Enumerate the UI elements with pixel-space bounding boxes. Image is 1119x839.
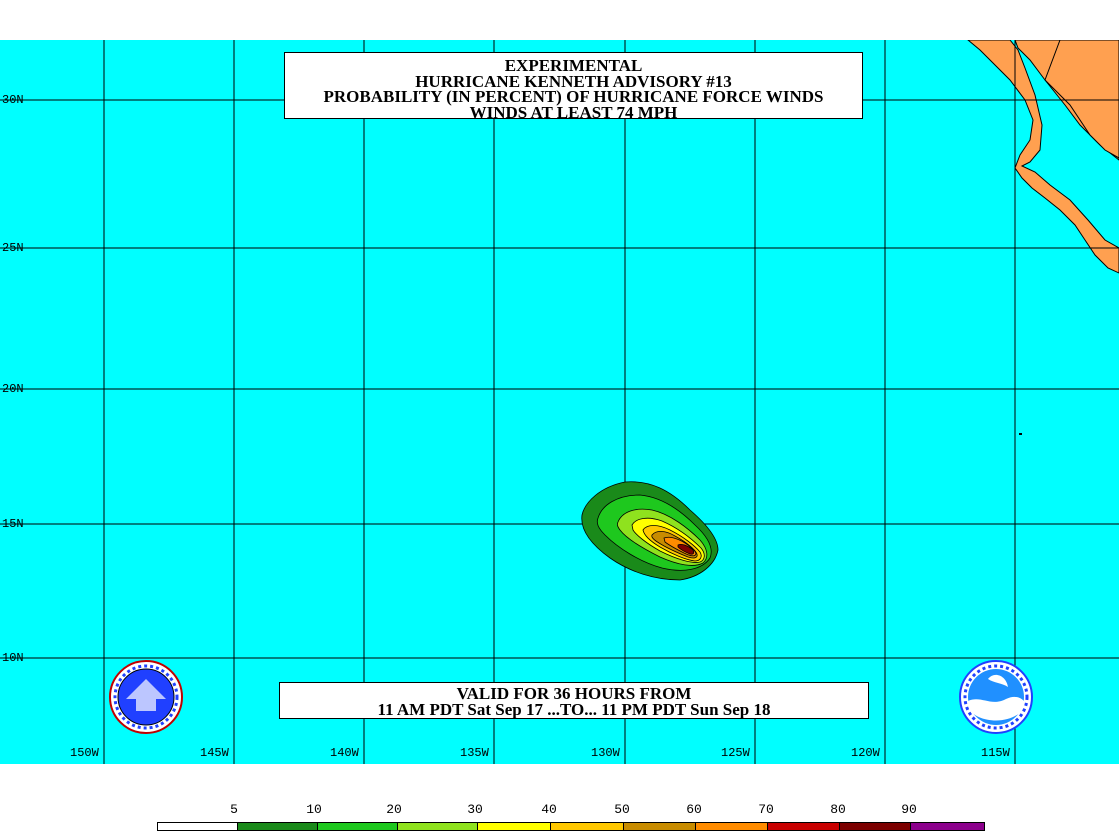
- valid-period-box: VALID FOR 36 HOURS FROM 11 AM PDT Sat Se…: [279, 682, 869, 719]
- land-gulf-coast: [1044, 40, 1119, 159]
- noaa-logo: [959, 660, 1033, 734]
- valid-line-1: VALID FOR 36 HOURS FROM: [456, 684, 692, 703]
- legend-swatch: [318, 823, 398, 830]
- legend-swatch: [398, 823, 478, 830]
- lat-label: 25N: [2, 241, 24, 255]
- legend-swatch: [624, 823, 696, 830]
- island: [1019, 433, 1022, 435]
- lon-label: 125W: [721, 746, 750, 760]
- lat-label: 20N: [2, 382, 24, 396]
- legend-swatch: [158, 823, 238, 830]
- lon-label: 145W: [200, 746, 229, 760]
- legend-label: 50: [614, 802, 630, 817]
- legend-swatch: [840, 823, 911, 830]
- lon-label: 150W: [70, 746, 99, 760]
- legend-label: 30: [467, 802, 483, 817]
- legend-label: 40: [541, 802, 557, 817]
- lon-label: 135W: [460, 746, 489, 760]
- legend-swatch: [696, 823, 768, 830]
- probability-map: [0, 40, 1119, 764]
- title-line-3: PROBABILITY (IN PERCENT) OF HURRICANE FO…: [323, 87, 824, 106]
- contour-80: [677, 543, 695, 555]
- land-baja: [967, 40, 1119, 274]
- title-line-2: HURRICANE KENNETH ADVISORY #13: [415, 71, 732, 91]
- probability-contours: [581, 481, 719, 581]
- title-line-4: WINDS AT LEAST 74 MPH: [469, 102, 678, 122]
- lon-label: 115W: [981, 746, 1010, 760]
- legend-label: 20: [386, 802, 402, 817]
- title-line-1: EXPERIMENTAL: [504, 56, 643, 75]
- lat-label: 30N: [2, 93, 24, 107]
- legend-label: 80: [830, 802, 846, 817]
- legend-swatch: [478, 823, 551, 830]
- legend-label: 70: [758, 802, 774, 817]
- ocean: [0, 40, 1119, 764]
- legend-swatch: [551, 823, 624, 830]
- legend-label: 5: [230, 802, 238, 817]
- legend-label: 60: [686, 802, 702, 817]
- legend-label: 10: [306, 802, 322, 817]
- lon-label: 140W: [330, 746, 359, 760]
- legend-label: 90: [901, 802, 917, 817]
- legend-swatch: [911, 823, 984, 830]
- legend-swatch: [768, 823, 840, 830]
- lon-label: 130W: [591, 746, 620, 760]
- title-box: EXPERIMENTAL HURRICANE KENNETH ADVISORY …: [284, 52, 863, 122]
- lat-label: 10N: [2, 651, 24, 665]
- nws-logo: [109, 660, 183, 734]
- legend-color-bar: [157, 822, 985, 831]
- valid-line-2: 11 AM PDT Sat Sep 17 ...TO... 11 PM PDT …: [377, 700, 771, 719]
- map-frame: [0, 40, 1119, 764]
- legend-swatch: [238, 823, 318, 830]
- lon-label: 120W: [851, 746, 880, 760]
- lat-label: 15N: [2, 517, 24, 531]
